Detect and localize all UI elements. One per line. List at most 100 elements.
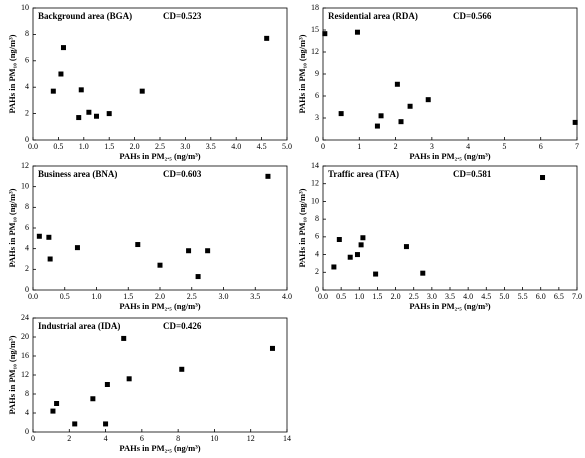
y-tick-label: 0 <box>25 135 29 144</box>
y-tick-label: 0 <box>315 285 319 294</box>
scatter-point <box>354 252 360 258</box>
x-tick-label: 0.5 <box>53 142 63 151</box>
scatter-point <box>347 254 353 260</box>
scatter-point <box>103 421 109 427</box>
x-tick-label: 4.0 <box>231 142 241 151</box>
y-tick-label: 8 <box>25 202 29 211</box>
scatter-point <box>74 245 80 251</box>
scatter-point <box>157 262 163 268</box>
scatter-point <box>179 366 185 372</box>
x-tick-label: 6.5 <box>554 292 564 301</box>
scatter-point <box>338 111 344 117</box>
y-tick-label: 4 <box>315 249 319 258</box>
x-axis-label: PAHs in PM₂.₅ (ng/m³) <box>119 151 200 161</box>
x-tick-label: 6.0 <box>536 292 546 301</box>
y-tick-label: 4 <box>25 408 29 417</box>
scatter-point <box>360 235 366 241</box>
x-tick-label: 1.0 <box>354 292 364 301</box>
panel-title: Background area (BGA) <box>38 11 132 21</box>
scatter-point <box>336 237 342 243</box>
y-tick-label: 12 <box>311 47 319 56</box>
scatter-point <box>76 115 82 121</box>
x-tick-label: 3.5 <box>250 292 260 301</box>
y-tick-label: 6 <box>25 223 29 232</box>
scatter-point <box>104 382 110 387</box>
plot-frame <box>32 165 288 291</box>
scatter-point <box>264 35 270 41</box>
x-tick-label: 7.0 <box>572 292 582 301</box>
scatter-point <box>78 87 84 93</box>
scatter-point <box>373 271 379 277</box>
scatter-point <box>106 111 112 117</box>
y-tick-label: 8 <box>25 389 29 398</box>
y-tick-label: 8 <box>25 29 29 38</box>
scatter-point <box>394 81 400 87</box>
x-tick-label: 5.5 <box>518 292 528 301</box>
y-tick-label: 18 <box>311 3 319 12</box>
y-tick-label: 2 <box>25 264 29 273</box>
scatter-point <box>86 109 92 115</box>
scatter-point <box>322 31 328 37</box>
x-tick-label: 1 <box>357 142 361 151</box>
plot-frame <box>322 7 578 141</box>
scatter-point <box>403 244 409 250</box>
y-tick-label: 0 <box>25 285 29 294</box>
x-tick-label: 5.0 <box>499 292 509 301</box>
scatter-point <box>60 45 66 51</box>
x-tick-label: 3 <box>430 142 434 151</box>
x-tick-label: 0.0 <box>28 142 38 151</box>
y-tick-label: 12 <box>21 370 29 379</box>
plot-frame <box>32 7 288 141</box>
y-tick-label: 12 <box>311 179 319 188</box>
y-tick-label: 14 <box>311 161 319 170</box>
panel-title: Industrial area (IDA) <box>38 321 120 331</box>
scatter-point <box>331 264 337 270</box>
panel-annotation: CD=0.426 <box>163 321 202 331</box>
y-tick-label: 6 <box>25 56 29 65</box>
scatter-point <box>374 123 380 129</box>
x-tick-label: 7 <box>575 142 579 151</box>
x-tick-label: 12 <box>247 434 255 443</box>
x-tick-label: 1.5 <box>104 142 114 151</box>
scatter-point <box>540 175 546 181</box>
scatter-point <box>205 248 211 254</box>
panel-annotation: CD=0.603 <box>163 169 202 179</box>
scatter-point <box>269 345 275 351</box>
x-tick-label: 3.5 <box>206 142 216 151</box>
plot-frame <box>322 165 578 291</box>
scatter-point <box>139 88 145 94</box>
scatter-point <box>94 113 99 119</box>
scatter-point <box>572 119 578 125</box>
x-tick-label: 0 <box>31 434 35 443</box>
x-tick-label: 6 <box>539 142 543 151</box>
x-tick-label: 5 <box>502 142 506 151</box>
scatter-point <box>407 103 413 109</box>
x-tick-label: 2.0 <box>155 292 165 301</box>
x-tick-label: 0.0 <box>28 292 38 301</box>
scatter-point <box>121 335 127 341</box>
x-axis-label: PAHs in PM₂.₅ (ng/m³) <box>409 301 490 311</box>
scatter-point <box>47 256 53 262</box>
x-axis-label: PAHs in PM₂.₅ (ng/m³) <box>119 301 200 311</box>
y-tick-label: 2 <box>315 267 319 276</box>
x-tick-label: 4 <box>466 142 470 151</box>
y-tick-label: 0 <box>315 135 319 144</box>
y-axis-label: PAHs in PM₁₀ (ng/m³) <box>297 188 307 267</box>
x-tick-label: 0.5 <box>60 292 70 301</box>
x-tick-label: 1.5 <box>372 292 382 301</box>
x-tick-label: 2.0 <box>130 142 140 151</box>
x-tick-label: 8 <box>176 434 180 443</box>
panel-title: Traffic area (TFA) <box>328 169 399 179</box>
y-tick-label: 2 <box>25 108 29 117</box>
panel-annotation: CD=0.581 <box>453 169 492 179</box>
x-tick-label: 4.0 <box>282 292 292 301</box>
y-tick-label: 16 <box>21 351 29 360</box>
y-tick-label: 15 <box>311 25 319 34</box>
y-tick-label: 9 <box>315 69 319 78</box>
scatter-point <box>358 242 364 248</box>
scatter-point <box>354 29 360 35</box>
x-tick-label: 4.0 <box>463 292 473 301</box>
y-tick-label: 3 <box>315 113 319 122</box>
x-tick-label: 1.0 <box>92 292 102 301</box>
x-tick-label: 2.0 <box>391 292 401 301</box>
